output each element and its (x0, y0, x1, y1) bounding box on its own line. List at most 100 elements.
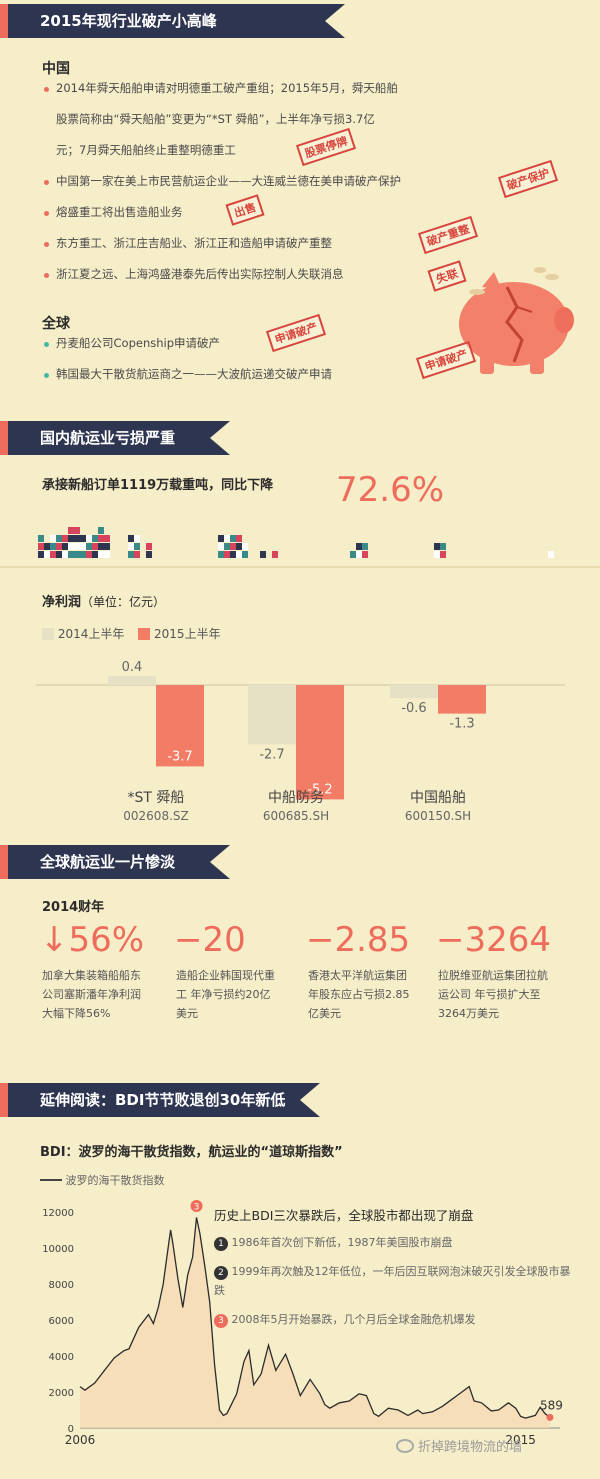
order-block (74, 551, 80, 558)
category-label: *ST 舜船 (128, 790, 185, 806)
peak-marker-number: 3 (194, 1203, 200, 1213)
list-item: 元；7月舜天船舶终止重整明德重工 (56, 143, 236, 157)
stat-value: −3264 (436, 920, 552, 960)
order-block (218, 551, 224, 558)
annotation-title: 历史上BDI三次暴跌后，全球股市都出现了崩盘 (214, 1208, 474, 1223)
bdi-line-chart: 0 2000 4000 6000 8000 10000 12000 589 3 2006 2015 (42, 1200, 563, 1447)
order-block (68, 535, 74, 542)
section3-banner: 全球航运业一片惨淡 (0, 845, 230, 879)
profit-bar (296, 685, 344, 800)
watermark: 折掉跨境物流的墙 (396, 1436, 522, 1455)
stat-value: −2.85 (306, 920, 411, 960)
order-block (356, 551, 362, 558)
order-block (68, 543, 74, 550)
order-block (236, 543, 242, 550)
order-block (104, 543, 110, 550)
fiscal-year: 2014财年 (42, 900, 105, 915)
order-block (92, 543, 98, 550)
bullet-icon (44, 87, 49, 92)
order-block (86, 535, 92, 542)
order-block (362, 543, 368, 550)
list-item: 中国第一家在美上市民营航运企业——大连威兰德在美申请破产保护 (56, 174, 401, 188)
section4-banner: 延伸阅读：BDI节节败退创30年新低 (0, 1083, 320, 1117)
bullet-icon (44, 373, 49, 378)
stat-desc: 造船企业韩国现代重工 年净亏损约20亿美元 (176, 969, 275, 1020)
order-block (134, 543, 140, 550)
legend-swatch-2014 (42, 628, 54, 640)
order-block (62, 535, 68, 542)
order-block (242, 551, 248, 558)
y-tick-label: 2000 (49, 1388, 74, 1399)
stamp-label: 申请破产 (265, 313, 327, 353)
bar-value-label: -0.6 (401, 701, 426, 716)
bar-value-label: -2.7 (259, 747, 284, 762)
x-tick-label: 2015 (505, 1433, 536, 1447)
bullet-icon (44, 342, 49, 347)
china-heading: 中国 (42, 61, 70, 77)
y-tick-label: 8000 (49, 1280, 74, 1291)
peak-marker (190, 1200, 203, 1212)
profit-title: 净利润（单位：亿元） (42, 591, 165, 610)
order-block (230, 551, 236, 558)
order-block (218, 535, 224, 542)
order-block (224, 543, 230, 550)
order-block (38, 543, 44, 550)
category-label: 中国船舶 (410, 790, 466, 806)
profit-title-text: 净利润 (42, 595, 82, 610)
category-code-label: 002608.SZ (123, 809, 188, 823)
order-block (224, 535, 230, 542)
order-block (440, 543, 446, 550)
order-block (44, 543, 50, 550)
stat-desc: 香港太平洋航运集团 年股东应占亏损2.85亿美元 (308, 969, 410, 1020)
order-block (92, 535, 98, 542)
list-item: 浙江夏之远、上海鸿盛港泰先后传出实际控制人失联消息 (56, 267, 344, 281)
stat-value: ↓56% (40, 920, 145, 960)
bdi-title: BDI：波罗的海干散货指数，航运业的“道琼斯指数” (40, 1145, 343, 1160)
order-block (68, 551, 74, 558)
y-tick-label: 10000 (42, 1244, 74, 1255)
order-block (272, 551, 278, 558)
order-block (440, 551, 446, 558)
order-block (56, 535, 62, 542)
section1-banner: 2015年现行业破产小高峰 (0, 4, 345, 38)
order-block (434, 551, 440, 558)
annotation-item: 1 1986年首次创下新低，1987年美国股市崩盘 (214, 1234, 453, 1251)
bdi-area (80, 1217, 550, 1428)
orders-percent: 72.6% (336, 470, 445, 510)
y-tick-label: 6000 (49, 1316, 74, 1327)
order-block (68, 527, 74, 534)
order-block (50, 551, 56, 558)
category-label: 中船防务 (268, 790, 324, 806)
order-block (362, 551, 368, 558)
order-block (350, 551, 356, 558)
bar-value-label: 0.4 (122, 660, 143, 675)
order-block (56, 551, 62, 558)
category-code-label: 600150.SH (405, 809, 471, 823)
divider (0, 566, 600, 568)
ship-orders-graphic (38, 527, 554, 558)
annotation-text: 2008年5月开始暴跌，几个月后全球金融危机爆发 (231, 1313, 476, 1326)
order-block (50, 543, 56, 550)
order-block (62, 543, 68, 550)
stat-desc: 加拿大集装箱船船东公司塞斯潘年净利润大幅下降56% (42, 969, 141, 1020)
order-block (218, 543, 224, 550)
y-tick-label: 0 (68, 1424, 74, 1435)
order-block (128, 551, 134, 558)
order-block (74, 535, 80, 542)
profit-bar (390, 685, 438, 699)
order-block (38, 551, 44, 558)
order-block (224, 551, 230, 558)
order-block (56, 543, 62, 550)
order-block (86, 551, 92, 558)
profit-bar (156, 685, 204, 767)
bullet-icon (44, 211, 49, 216)
order-block (98, 535, 104, 542)
category-code-label: 600685.SH (263, 809, 329, 823)
stamp-label: 破产保护 (497, 159, 559, 199)
annotation-item: 3 2008年5月开始暴跌，几个月后全球金融危机爆发 (214, 1311, 476, 1328)
bdi-legend-line (40, 1179, 62, 1181)
order-block (44, 551, 50, 558)
stat-value: −20 (174, 920, 246, 960)
order-block (356, 543, 362, 550)
